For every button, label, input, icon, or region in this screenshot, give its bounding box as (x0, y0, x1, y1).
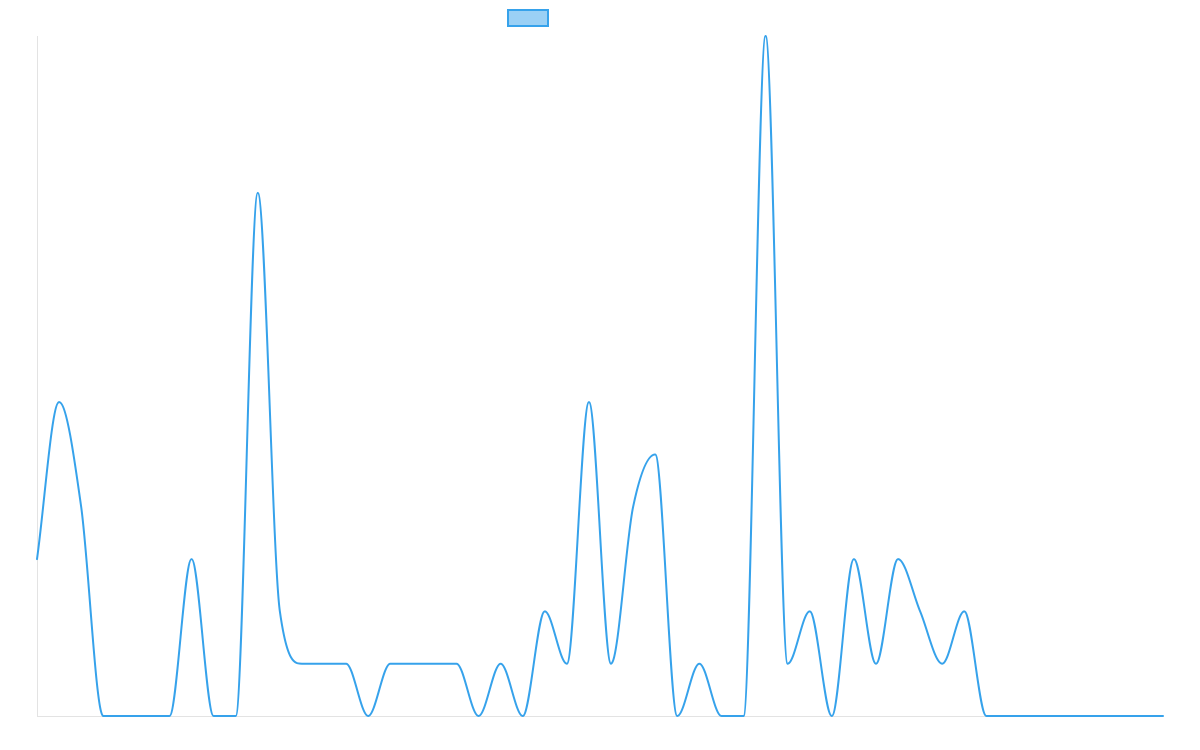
legend-swatch-0[interactable] (507, 9, 549, 27)
series-line-0 (36, 35, 1164, 717)
legend[interactable] (507, 9, 549, 27)
axes (37, 36, 1163, 717)
series-lines (36, 35, 1164, 717)
